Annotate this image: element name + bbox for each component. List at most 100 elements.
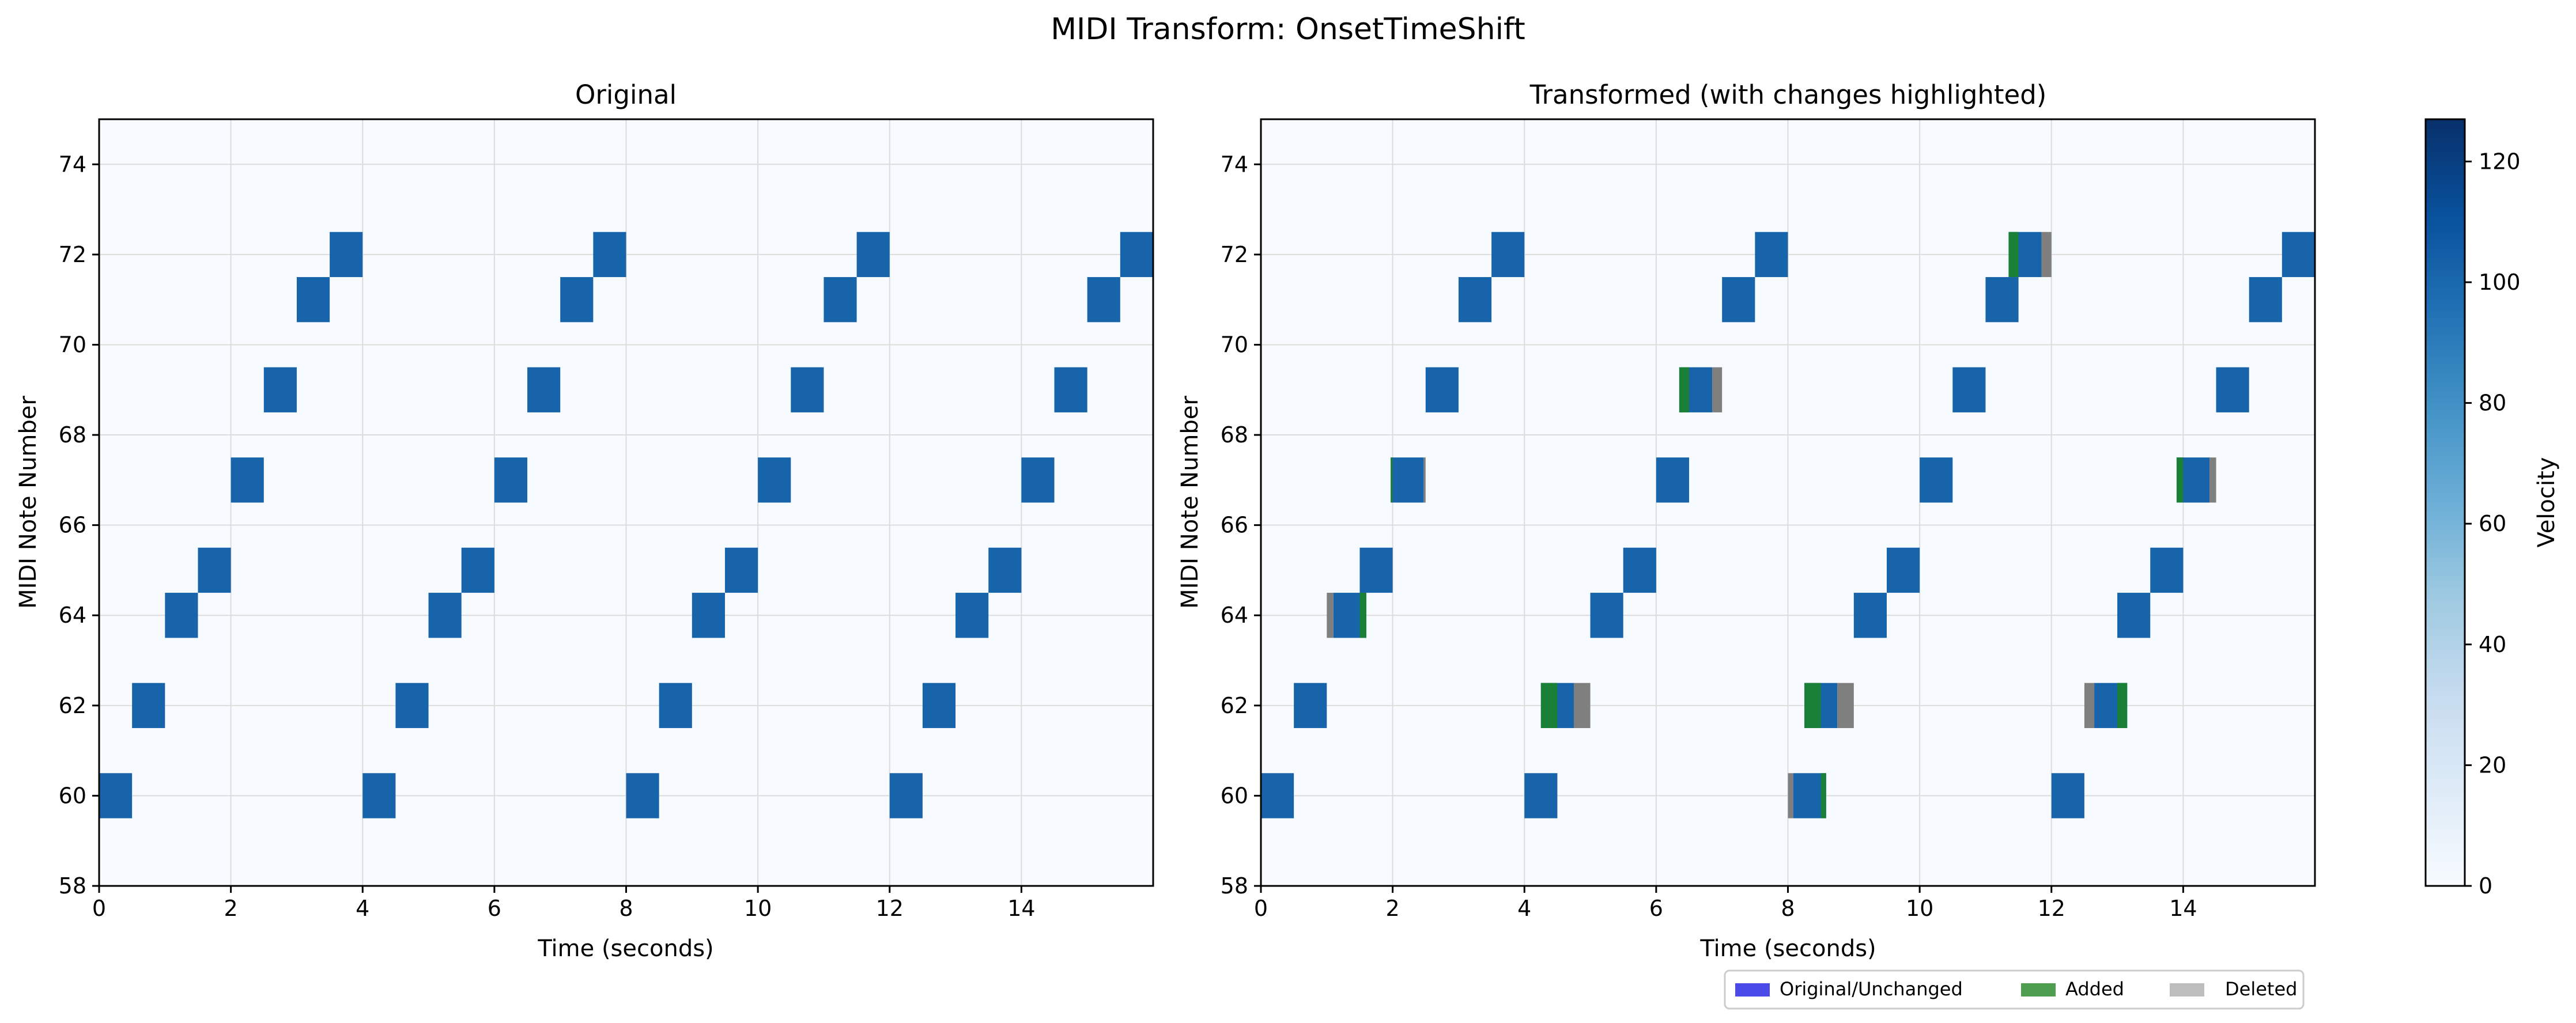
x-tick-label: 6 bbox=[1649, 896, 1663, 921]
note-block bbox=[132, 683, 165, 728]
legend-swatch-deleted bbox=[2170, 983, 2204, 997]
panel-transformed-y-ticks: 58 60 62 64 66 68 70 72 74 bbox=[1221, 151, 1261, 899]
y-tick-label: 64 bbox=[59, 603, 86, 628]
note-block bbox=[1793, 773, 1826, 819]
y-tick-label: 74 bbox=[1221, 151, 1248, 177]
y-tick-label: 68 bbox=[59, 422, 86, 448]
colorbar-label: Velocity bbox=[2533, 457, 2560, 548]
y-tick-label: 72 bbox=[1221, 242, 1248, 267]
note-block bbox=[1120, 232, 1153, 278]
x-tick-label: 2 bbox=[1386, 896, 1400, 921]
note-block bbox=[1054, 367, 1087, 412]
panel-original-notes bbox=[99, 232, 1153, 819]
note-block bbox=[428, 593, 462, 638]
note-block bbox=[2150, 547, 2184, 593]
legend-label-added: Added bbox=[2065, 978, 2124, 1000]
note-block bbox=[626, 773, 659, 819]
note-block bbox=[1087, 277, 1120, 323]
note-block bbox=[1952, 367, 1986, 412]
note-block bbox=[1458, 277, 1492, 323]
note-block bbox=[165, 593, 198, 638]
note-block bbox=[560, 277, 594, 323]
note-block bbox=[1656, 457, 1690, 503]
panel-transformed-x-label: Time (seconds) bbox=[1699, 935, 1876, 962]
note-block bbox=[2249, 277, 2282, 323]
added-note-segment bbox=[2008, 232, 2019, 278]
note-block bbox=[659, 683, 692, 728]
panel-original-y-label: MIDI Note Number bbox=[15, 396, 41, 609]
colorbar-tick-label: 100 bbox=[2479, 270, 2521, 295]
deleted-note-segment bbox=[1423, 457, 1426, 503]
colorbar-tick-label: 120 bbox=[2479, 149, 2521, 174]
panel-transformed-y-label: MIDI Note Number bbox=[1177, 396, 1203, 609]
deleted-note-segment bbox=[1837, 683, 1854, 728]
legend: Original/Unchanged Added Deleted bbox=[1724, 969, 2305, 1010]
added-note-segment bbox=[1359, 593, 1366, 638]
colorbar-tick-label: 80 bbox=[2479, 391, 2506, 416]
added-note-segment bbox=[1391, 457, 1393, 503]
panel-transformed-title: Transformed (with changes highlighted) bbox=[1529, 79, 2047, 110]
colorbar-frame bbox=[2424, 118, 2466, 887]
y-tick-label: 68 bbox=[1221, 422, 1248, 448]
x-tick-label: 4 bbox=[356, 896, 369, 921]
added-note-segment bbox=[1820, 773, 1826, 819]
x-tick-label: 12 bbox=[876, 896, 904, 921]
note-block bbox=[2216, 367, 2249, 412]
y-tick-label: 62 bbox=[59, 693, 86, 718]
y-tick-label: 66 bbox=[59, 513, 86, 538]
note-block bbox=[362, 773, 396, 819]
note-block bbox=[263, 367, 297, 412]
legend-swatch-original bbox=[1735, 983, 1770, 997]
panel-transformed-x-ticks: 0 2 4 6 8 10 12 14 bbox=[1254, 886, 2197, 921]
deleted-note-segment bbox=[1327, 593, 1334, 638]
colorbar-tick-label: 20 bbox=[2479, 752, 2506, 778]
note-block bbox=[1425, 367, 1459, 412]
y-tick-label: 64 bbox=[1221, 603, 1248, 628]
note-block bbox=[2117, 593, 2151, 638]
panel-original-title: Original bbox=[575, 79, 677, 110]
note-block bbox=[593, 232, 626, 278]
note-block bbox=[1722, 277, 1755, 323]
note-block bbox=[1590, 593, 1623, 638]
note-block bbox=[988, 547, 1022, 593]
note-block bbox=[1359, 547, 1393, 593]
note-block bbox=[1623, 547, 1656, 593]
note-block bbox=[1021, 457, 1055, 503]
note-block bbox=[889, 773, 923, 819]
figure-title: MIDI Transform: OnsetTimeShift bbox=[1051, 12, 1525, 47]
note-block bbox=[856, 232, 890, 278]
deleted-note-segment bbox=[1712, 367, 1723, 412]
panel-transformed: Transformed (with changes highlighted) 0… bbox=[1177, 79, 2316, 1010]
note-block bbox=[791, 367, 824, 412]
deleted-note-segment bbox=[1573, 683, 1591, 728]
x-tick-label: 6 bbox=[488, 896, 501, 921]
colorbar-ticks: 0 20 40 60 80 100 120 bbox=[2465, 149, 2521, 899]
deleted-note-segment bbox=[2084, 683, 2095, 728]
note-block bbox=[1985, 277, 2019, 323]
colorbar-tick-label: 40 bbox=[2479, 632, 2506, 657]
panel-original-y-ticks: 58 60 62 64 66 68 70 72 74 bbox=[59, 151, 99, 899]
note-block bbox=[2051, 773, 2084, 819]
added-note-segment bbox=[2176, 457, 2184, 503]
note-block bbox=[824, 277, 857, 323]
x-tick-label: 4 bbox=[1517, 896, 1531, 921]
note-block bbox=[1886, 547, 1920, 593]
note-block bbox=[758, 457, 791, 503]
y-tick-label: 66 bbox=[1221, 513, 1248, 538]
legend-frame bbox=[1724, 969, 2305, 1010]
panel-original: Original 0 2 4 6 8 10 12 14 586062646668707274 … bbox=[15, 79, 1154, 962]
panel-transformed-changes bbox=[1327, 232, 2216, 819]
y-tick-label: 62 bbox=[1221, 693, 1248, 718]
note-block bbox=[296, 277, 330, 323]
legend-label-original: Original/Unchanged bbox=[1780, 978, 1963, 1000]
note-block bbox=[1920, 457, 1953, 503]
legend-swatch-added bbox=[2021, 983, 2056, 997]
y-tick-label: 74 bbox=[59, 151, 86, 177]
y-tick-label: 70 bbox=[59, 332, 86, 357]
x-tick-label: 8 bbox=[619, 896, 633, 921]
note-block bbox=[1294, 683, 1327, 728]
note-block bbox=[692, 593, 725, 638]
note-block bbox=[1524, 773, 1558, 819]
note-block bbox=[1755, 232, 1788, 278]
